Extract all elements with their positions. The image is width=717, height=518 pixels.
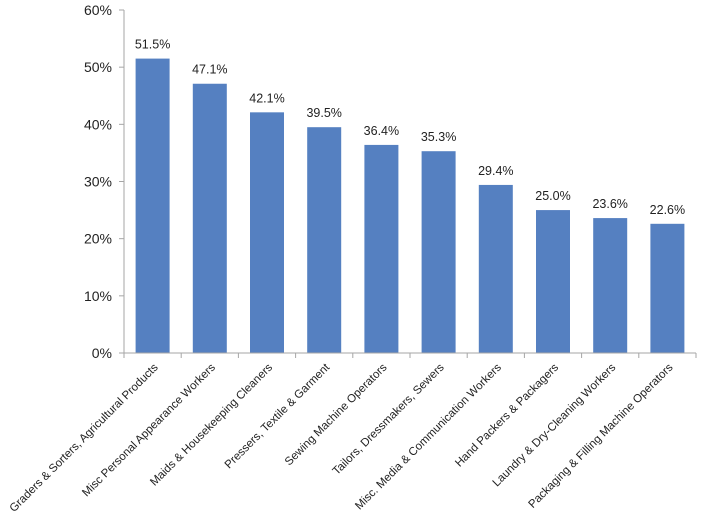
bar [421,151,456,353]
bar [478,184,513,353]
bar [364,144,399,353]
y-tick-label: 60% [84,2,112,18]
bar [192,83,227,354]
data-label: 29.4% [478,164,513,178]
data-label: 39.5% [306,106,341,120]
y-tick-label: 10% [84,288,112,304]
x-tick-label: Hand Packers & Packagers [453,361,561,469]
x-tick-label: Sewing Machine Operators [283,361,390,468]
bar [250,112,284,353]
data-label: 23.6% [592,197,627,211]
x-tick-label: Maids & Housekeeping Cleaners [148,361,275,488]
y-tick-label: 40% [84,116,112,132]
data-label: 51.5% [135,38,170,52]
bar [135,58,170,353]
bar [650,223,685,353]
bar [593,218,628,353]
y-tick-label: 50% [84,59,112,75]
bars [135,58,685,354]
y-tick-label: 0% [92,345,112,361]
data-label: 42.1% [249,91,284,105]
y-tick-label: 30% [84,174,112,190]
data-label: 25.0% [535,189,570,203]
data-label: 22.6% [650,203,685,217]
data-label: 47.1% [192,63,227,77]
x-tick-label: Pressers, Textile & Garment [223,361,333,471]
data-label: 36.4% [364,124,399,138]
x-axis-ticks: Graders & Sorters, Agricultural Products… [8,361,676,515]
data-label: 35.3% [421,130,456,144]
data-labels: 51.5% 47.1% 42.1% 39.5% 36.4% 35.3% 29.4% 25.0%… [135,38,685,217]
x-tick-label: Tailors, Dressmakers, Sewers [331,361,447,477]
bar [536,210,570,353]
y-axis-ticks: 0% 10% 20% 30% 40% 50% 60% [84,2,112,361]
y-tick-label: 20% [84,231,112,247]
bar [307,127,342,353]
x-tick-label: Laundry & Dry-Cleaning Workers [491,361,619,489]
axes [119,9,697,358]
